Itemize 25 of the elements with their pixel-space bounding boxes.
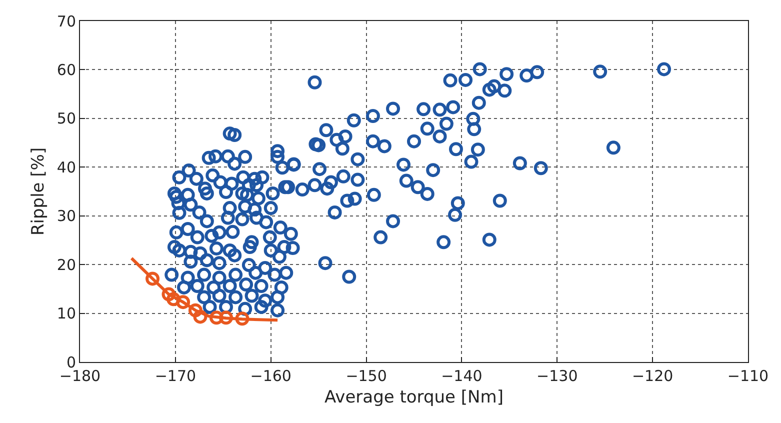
y-tick-label: 40 <box>56 158 76 176</box>
x-tick-label: −140 <box>441 367 482 385</box>
y-tick-label: 30 <box>56 207 76 226</box>
x-tick-label: −150 <box>346 367 387 385</box>
y-tick-label: 70 <box>56 12 76 30</box>
x-axis-title: Average torque [Nm] <box>324 387 504 408</box>
point <box>176 295 190 310</box>
y-tick-label: 60 <box>56 60 76 79</box>
point <box>188 303 202 318</box>
point <box>166 292 181 306</box>
point <box>209 310 224 325</box>
x-tick-label: −120 <box>632 367 674 385</box>
point <box>146 272 160 286</box>
y-tick-label: 20 <box>56 256 76 274</box>
point <box>219 310 234 325</box>
x-tick-label: −130 <box>536 367 578 385</box>
point <box>193 310 208 324</box>
point <box>235 312 250 326</box>
x-tick-label: −170 <box>154 367 196 385</box>
x-tick-label: −160 <box>250 367 292 385</box>
y-tick-label: 50 <box>56 110 76 128</box>
y-axis-title: Ripple [%] <box>28 147 48 236</box>
x-tick-label: −110 <box>727 367 769 385</box>
point <box>162 287 176 302</box>
y-tick-label: 10 <box>56 304 76 323</box>
